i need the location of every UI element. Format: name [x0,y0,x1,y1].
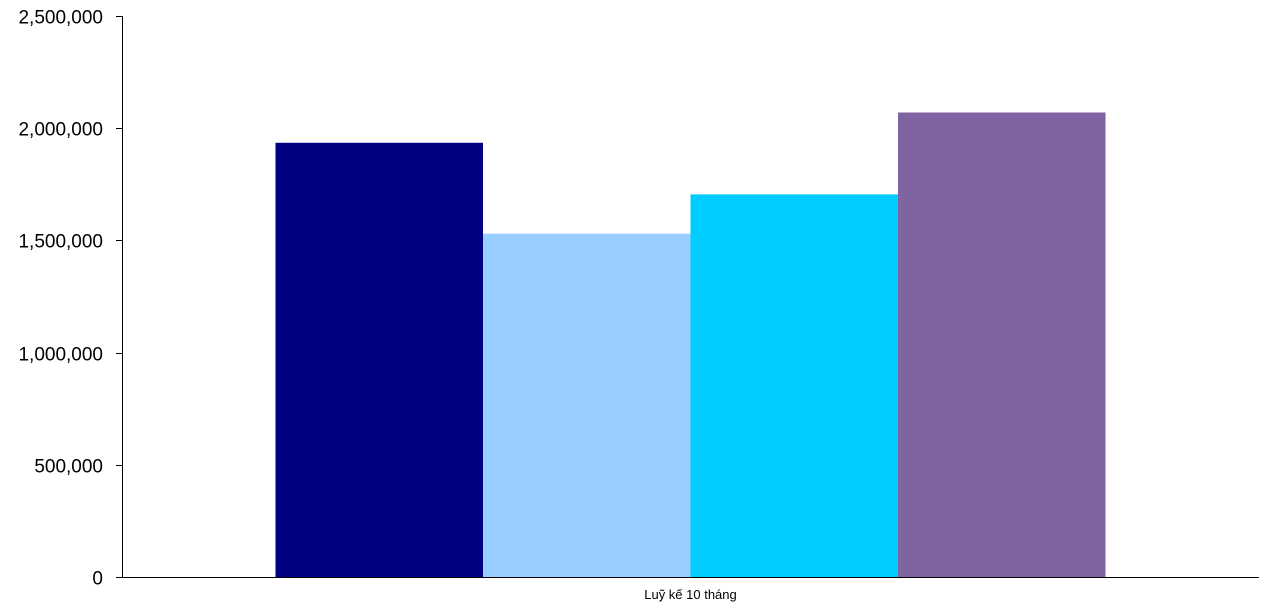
x-category-label: Luỹ kế 10 tháng [644,587,737,602]
bar-series-3 [690,194,899,577]
y-tick-label: 1,000,000 [18,345,103,366]
bar-series-2 [482,233,691,577]
y-tick-label: 500,000 [34,457,103,478]
y-tick-label: 1,500,000 [18,232,103,253]
x-axis-labels: Luỹ kế 10 tháng [644,587,737,602]
y-axis-ticks: 0 500,000 1,000,000 1,500,000 2,000,000 2,500… [18,8,122,590]
bars-group [275,112,1106,577]
axes-group [122,16,1259,578]
y-tick-label: 2,000,000 [18,120,103,141]
y-tick-label: 0 [92,569,103,590]
y-tick-label: 2,500,000 [18,8,103,29]
bar-series-1 [275,142,483,577]
bar-series-4 [898,112,1106,577]
